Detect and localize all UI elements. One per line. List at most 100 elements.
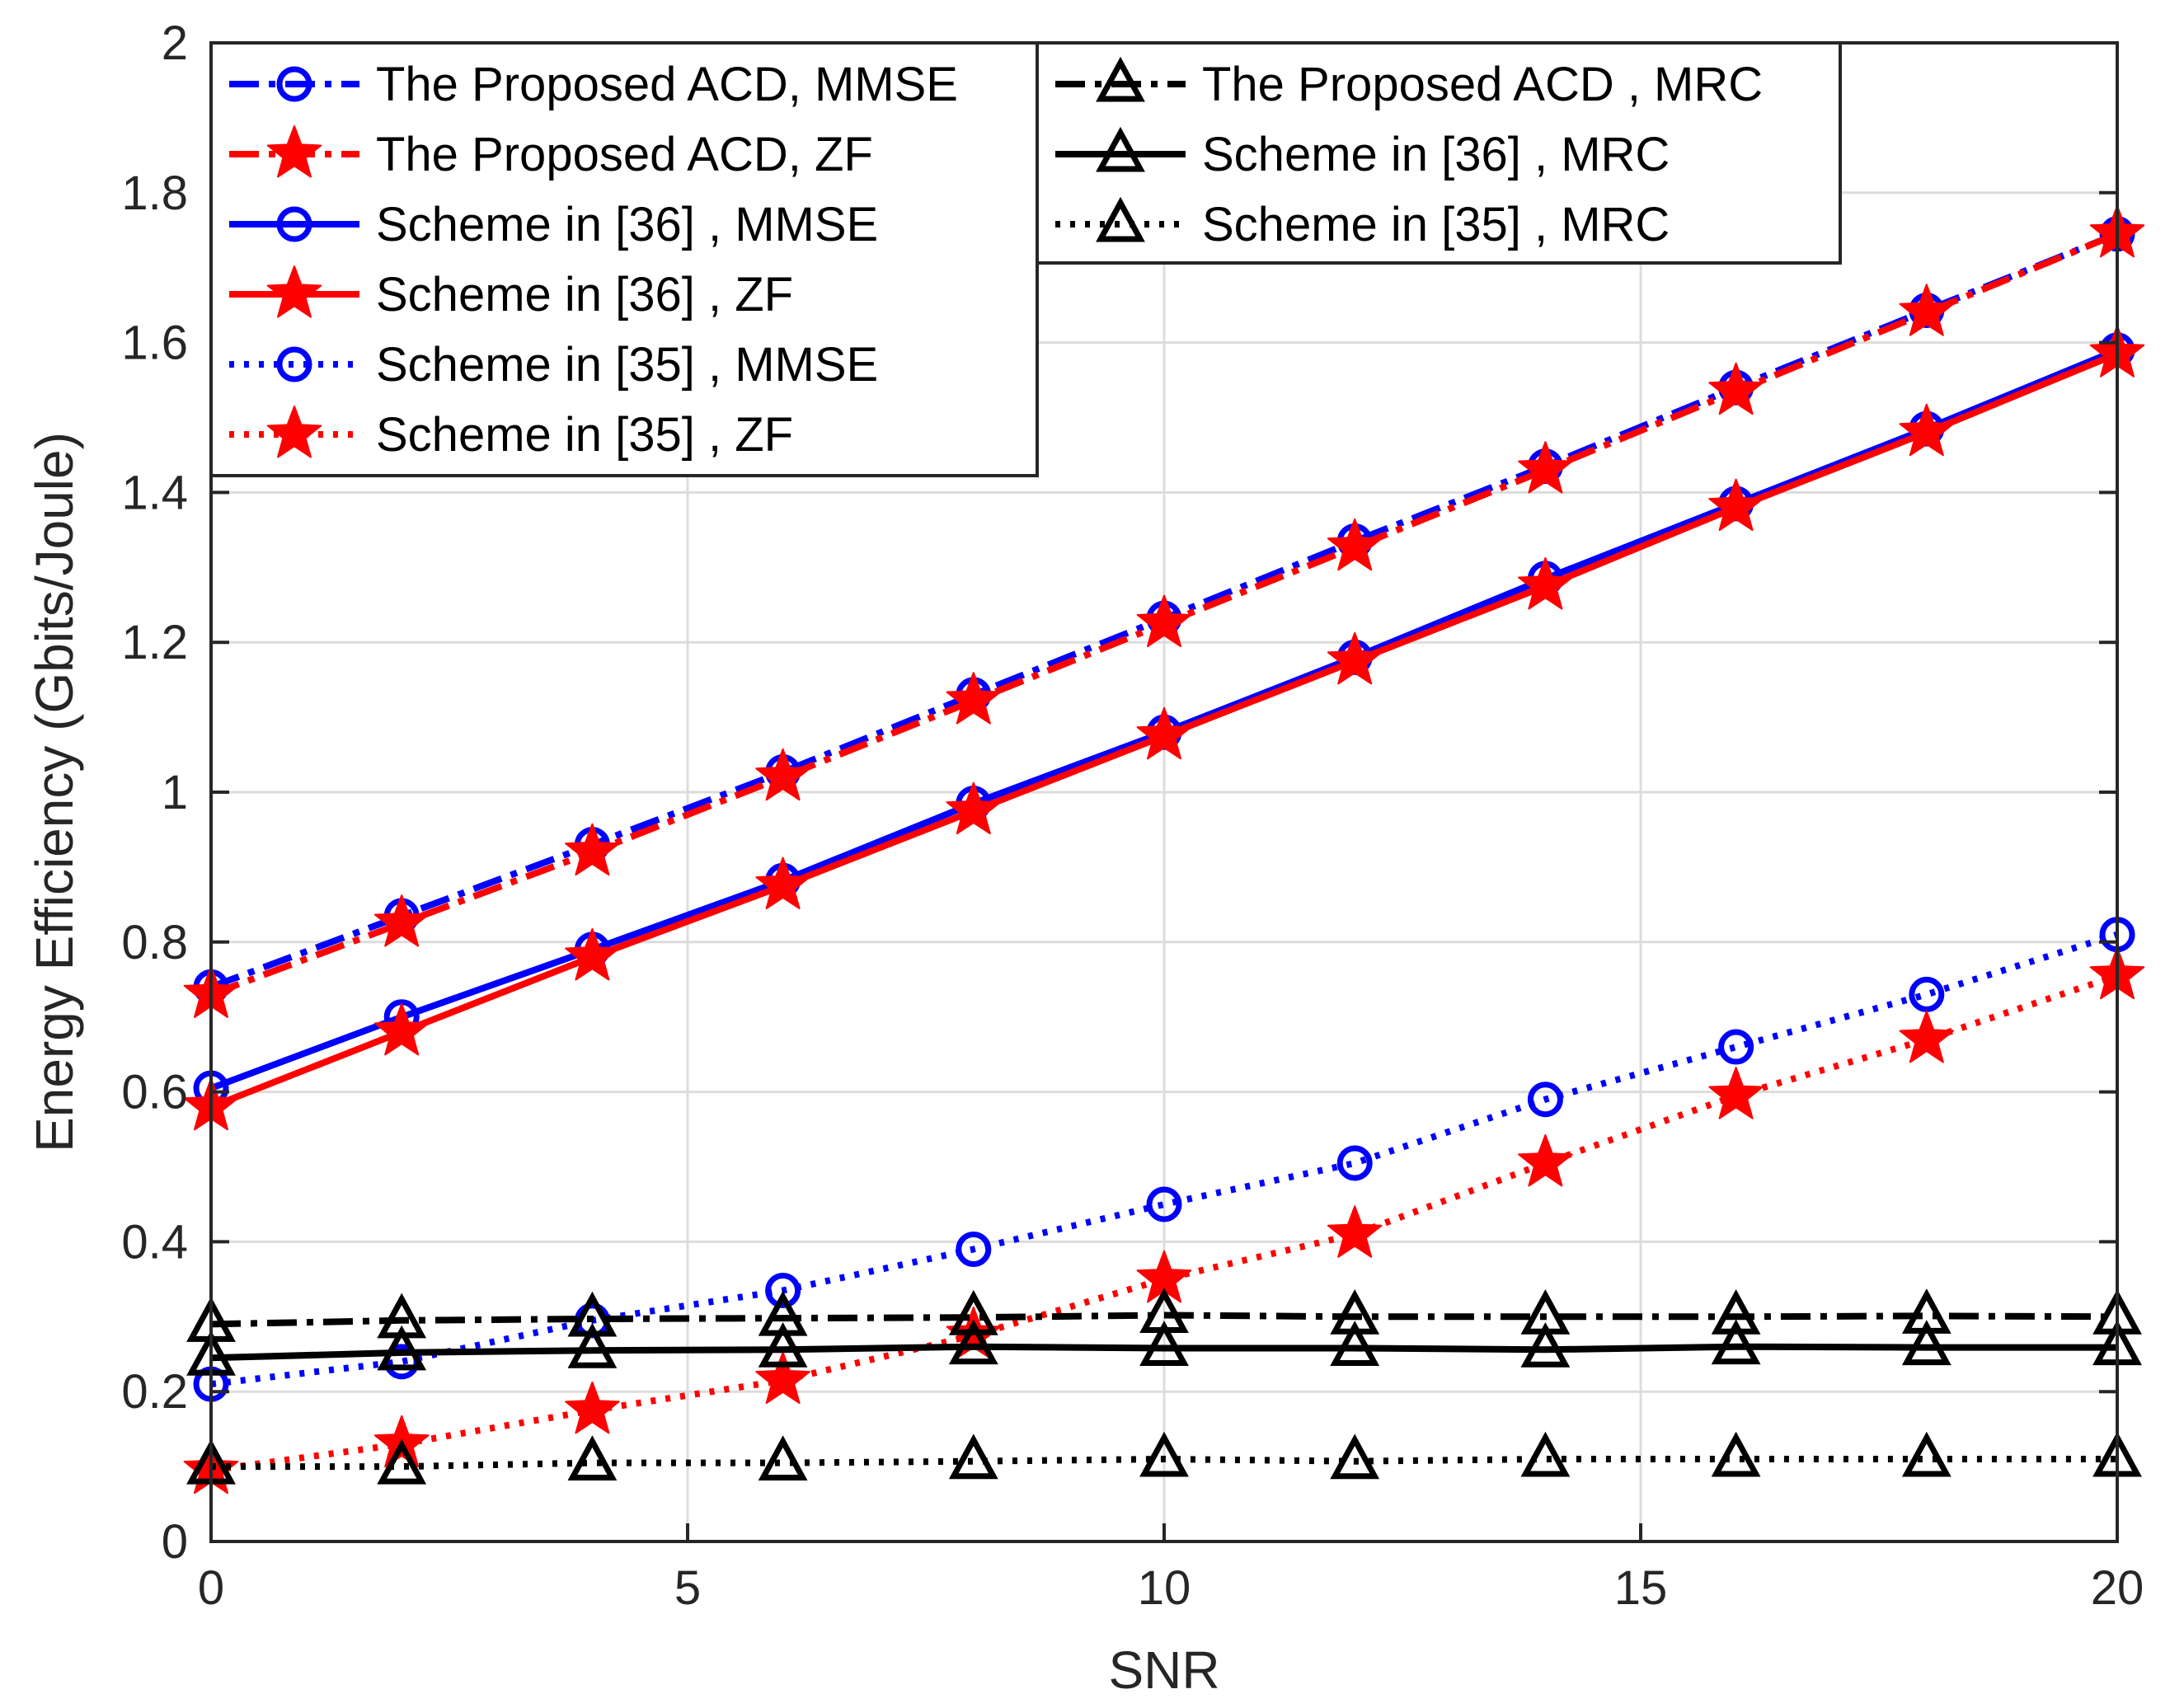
data-point (1139, 1431, 1189, 1477)
y-tick-label: 0.2 (121, 1365, 188, 1419)
data-point (755, 748, 810, 801)
y-tick-label: 1.4 (121, 466, 188, 519)
legend-marker (1096, 56, 1145, 102)
x-axis-title: SNR (1108, 1640, 1219, 1700)
data-point (755, 1351, 810, 1405)
data-point (948, 1289, 998, 1335)
data-point (1899, 284, 1955, 336)
legends: The Proposed ACD, MMSE The Proposed ACD, … (209, 41, 1842, 477)
legend-1: The Proposed ACD, MMSE The Proposed ACD, … (209, 41, 1039, 477)
legend-entry: Scheme in [35] , MRC (1055, 196, 1670, 251)
data-point (1708, 362, 1764, 415)
series-line (210, 1343, 2117, 1362)
data-point (377, 1325, 427, 1371)
ticks: 0 5 10 15 20 0 0.2 0.4 0.6 0.8 1 1.2 1.4 1.6 1.8 2 (121, 16, 2144, 1615)
data-point (765, 1272, 801, 1308)
data-point (1330, 1434, 1380, 1480)
data-point (946, 781, 1002, 835)
legend-entry: Scheme in [36] , ZF (229, 265, 793, 321)
legend-marker (276, 346, 312, 382)
data-point (1520, 1431, 1571, 1477)
data-point (1518, 1134, 1573, 1187)
x-tick-label: 10 (1138, 1561, 1191, 1615)
legend-label: The Proposed ACD, ZF (376, 128, 873, 181)
legend-marker (1096, 126, 1145, 172)
data-point (1708, 1067, 1764, 1119)
legend-label: Scheme in [36] , ZF (376, 268, 793, 321)
data-point (1527, 1082, 1563, 1118)
x-tick-label: 5 (674, 1561, 701, 1615)
legend-label: Scheme in [35] , MRC (1202, 198, 1670, 251)
data-point (1136, 594, 1192, 647)
legend-marker (1096, 196, 1145, 242)
y-tick-label: 1.6 (121, 317, 188, 370)
data-point (1139, 1321, 1189, 1366)
y-tick-label: 1.2 (121, 616, 188, 669)
legend-2: The Proposed ACD , MRC Scheme in [36] , M… (1036, 41, 1842, 265)
data-point (373, 894, 430, 947)
x-tick-label: 0 (198, 1561, 224, 1615)
data-point (567, 1435, 618, 1481)
data-point (948, 1319, 998, 1365)
legend-entry: Scheme in [36] , MRC (1055, 126, 1670, 181)
series-8 (186, 1431, 2142, 1485)
legend-label: The Proposed ACD, MMSE (376, 58, 958, 111)
data-point (1520, 1321, 1571, 1368)
legend-label: Scheme in [35] , MMSE (376, 338, 878, 392)
data-point (1711, 1319, 1761, 1365)
legend-marker (276, 206, 312, 242)
x-tick-label: 20 (2091, 1561, 2144, 1615)
data-point (565, 1381, 620, 1434)
data-point (565, 928, 620, 981)
legend-entry: The Proposed ACD, ZF (229, 125, 873, 181)
y-tick-label: 1 (162, 766, 188, 819)
series-line (210, 1312, 2118, 1328)
data-point (1330, 1321, 1380, 1366)
data-point (1899, 403, 1955, 457)
legend-entry: The Proposed ACD, MMSE (229, 58, 958, 111)
data-point (1336, 1145, 1373, 1181)
y-tick-label: 0 (162, 1515, 188, 1569)
legend-label: The Proposed ACD , MRC (1202, 58, 1763, 111)
legend-label: Scheme in [36] , MMSE (376, 198, 878, 251)
grid (211, 43, 2117, 1541)
data-point (1708, 478, 1764, 532)
data-point (758, 1435, 808, 1481)
legend-entry: The Proposed ACD , MRC (1055, 56, 1763, 111)
legend-label: Scheme in [35] , ZF (376, 408, 793, 462)
data-point (1711, 1288, 1761, 1335)
data-point (1718, 1029, 1754, 1065)
data-point (1909, 976, 1945, 1012)
y-tick-label: 0.6 (121, 1066, 188, 1119)
data-point (1711, 1431, 1761, 1477)
data-point (755, 856, 810, 910)
y-tick-label: 2 (162, 16, 188, 70)
data-point (1901, 1320, 1952, 1366)
data-point (1327, 518, 1383, 571)
data-point (1327, 1205, 1383, 1258)
data-point (948, 1434, 998, 1480)
series-7 (186, 1319, 2142, 1376)
y-axis-title: Energy Efficiency (Gbits/Joule) (25, 432, 84, 1152)
data-point (1901, 1431, 1952, 1477)
data-point (1136, 706, 1192, 760)
data-point (1518, 557, 1573, 610)
y-tick-label: 0.8 (121, 916, 188, 969)
x-tick-label: 15 (1614, 1561, 1668, 1615)
data-point (373, 1002, 430, 1056)
data-point (1899, 1011, 1955, 1063)
data-point (1146, 1186, 1182, 1222)
data-point (946, 672, 1002, 725)
data-point (1327, 631, 1383, 685)
data-point (377, 1438, 427, 1485)
legend-label: Scheme in [36] , MRC (1202, 128, 1670, 181)
series-layer (183, 204, 2145, 1494)
legend-entry: Scheme in [35] , ZF (229, 406, 793, 462)
y-tick-label: 0.4 (121, 1215, 188, 1269)
data-point (758, 1321, 808, 1368)
legend-entry: Scheme in [36] , MMSE (229, 198, 878, 251)
data-point (567, 1322, 618, 1368)
series-line (211, 1456, 2117, 1471)
data-point (1518, 441, 1573, 494)
